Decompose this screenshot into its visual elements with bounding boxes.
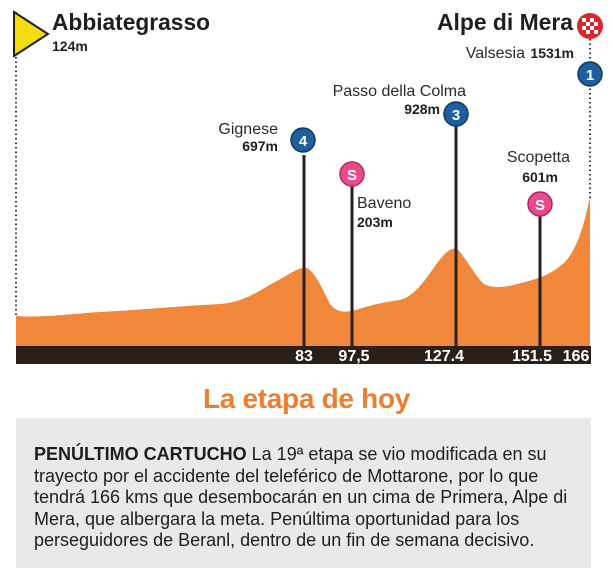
sprint-symbol-scopetta: S xyxy=(535,197,545,214)
km-mark-127-4: 127.4 xyxy=(424,348,464,365)
description-body: La 19ª etapa se vio modificada en su tra… xyxy=(34,444,568,550)
description-lead: PENÚLTIMO CARTUCHO xyxy=(34,444,247,464)
finish-category-label: 1 xyxy=(586,67,594,84)
finish-flag-icon xyxy=(577,13,603,39)
climb-altitude-gignese: 697m xyxy=(242,138,278,154)
stage-profile: 1 4 3 S S Abbiategrasso 124m Alpe di Mer… xyxy=(13,9,603,365)
sprint-name-scopetta: Scopetta xyxy=(507,149,570,166)
sprint-badge-baveno xyxy=(339,161,365,187)
climb-badge-colma xyxy=(443,101,469,127)
description-panel: PENÚLTIMO CARTUCHO La 19ª etapa se vio m… xyxy=(16,418,591,568)
section-heading: La etapa de hoy xyxy=(202,383,411,414)
sprint-altitude-baveno: 203m xyxy=(357,214,393,230)
climb-name-gignese: Gignese xyxy=(218,121,278,138)
start-flag-icon xyxy=(13,10,50,58)
start-town: Abbiategrasso xyxy=(52,9,210,35)
km-mark-166: 166 xyxy=(563,348,590,365)
finish-town: Alpe di Mera xyxy=(437,9,573,35)
climb-name-colma: Passo della Colma xyxy=(333,83,467,100)
sprint-badge-scopetta xyxy=(527,191,553,217)
start-altitude: 124m xyxy=(52,38,88,54)
km-mark-83: 83 xyxy=(295,348,313,365)
sprint-symbol-baveno: S xyxy=(347,167,357,184)
km-mark-97-5: 97,5 xyxy=(338,348,369,365)
sprint-altitude-scopetta: 601m xyxy=(522,169,558,185)
distance-bar xyxy=(16,346,591,364)
climb-category-colma: 3 xyxy=(452,107,460,124)
climb-altitude-colma: 928m xyxy=(404,101,440,117)
climb-category-gignese: 4 xyxy=(299,133,308,150)
finish-category-badge xyxy=(577,61,603,87)
description-text: PENÚLTIMO CARTUCHO La 19ª etapa se vio m… xyxy=(34,444,571,552)
finish-place: Valsesia xyxy=(466,45,525,62)
sprint-name-baveno: Baveno xyxy=(357,195,411,212)
finish-altitude: 1531m xyxy=(530,45,574,61)
km-mark-151-5: 151.5 xyxy=(512,348,552,365)
climb-badge-gignese xyxy=(290,127,316,153)
